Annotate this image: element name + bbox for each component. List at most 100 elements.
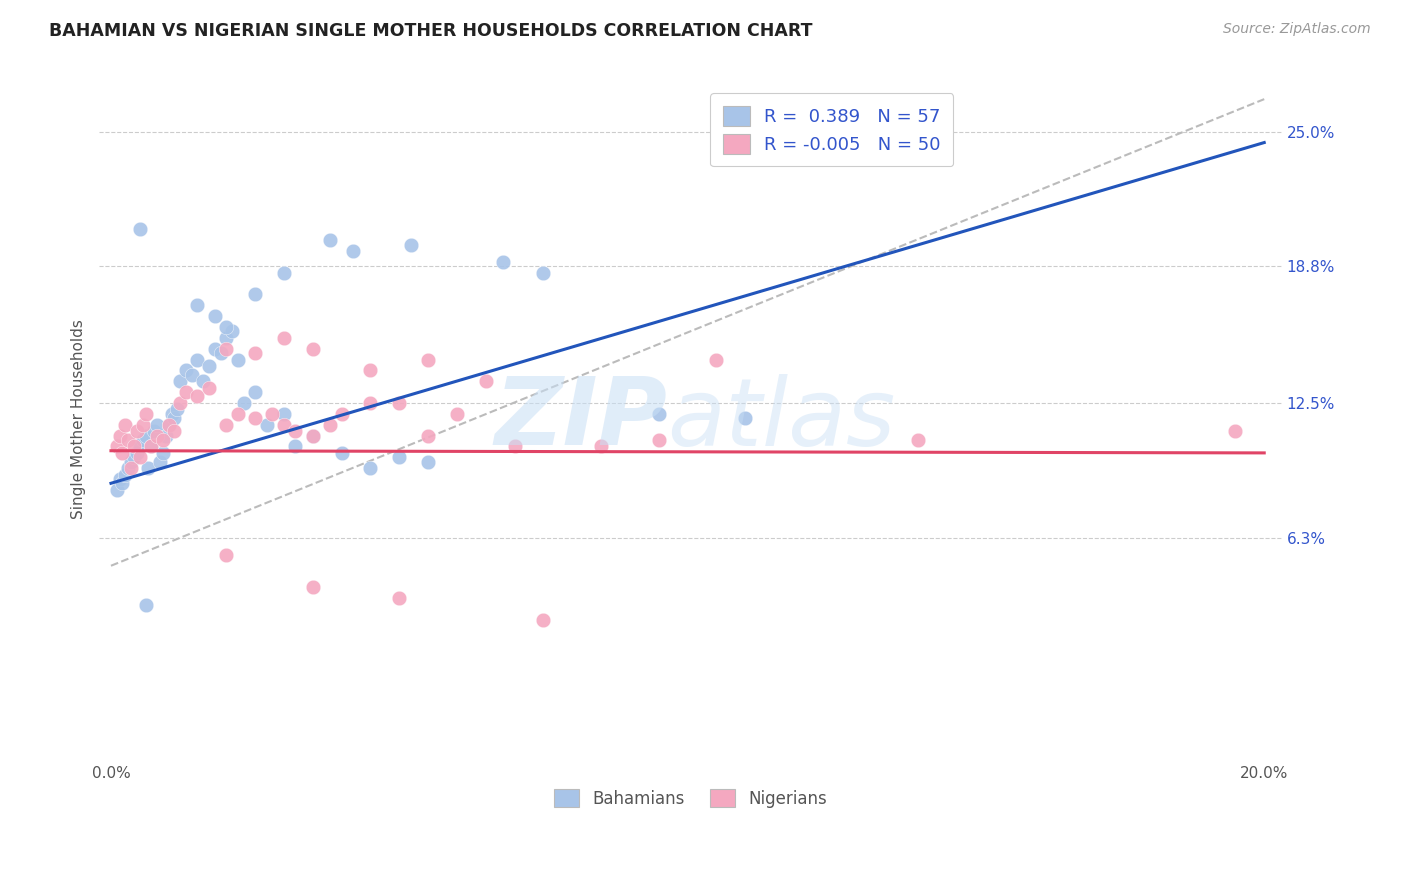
Point — [226, 352, 249, 367]
Point — [125, 446, 148, 460]
Point — [907, 433, 929, 447]
Point — [186, 389, 208, 403]
Point — [533, 266, 555, 280]
Text: Source: ZipAtlas.com: Source: ZipAtlas.com — [1223, 22, 1371, 37]
Point — [388, 396, 411, 410]
Point — [503, 439, 526, 453]
Point — [131, 433, 153, 447]
Point — [209, 346, 232, 360]
Point — [416, 454, 439, 468]
Point — [128, 439, 150, 453]
Point — [117, 461, 139, 475]
Point — [114, 467, 136, 482]
Point — [215, 331, 238, 345]
Text: BAHAMIAN VS NIGERIAN SINGLE MOTHER HOUSEHOLDS CORRELATION CHART: BAHAMIAN VS NIGERIAN SINGLE MOTHER HOUSE… — [49, 22, 813, 40]
Point — [155, 428, 177, 442]
Point — [105, 483, 128, 497]
Point — [186, 352, 208, 367]
Point — [157, 417, 180, 432]
Point — [273, 417, 295, 432]
Point — [215, 417, 238, 432]
Point — [174, 363, 197, 377]
Point — [648, 433, 671, 447]
Point — [243, 385, 266, 400]
Point — [186, 298, 208, 312]
Point — [262, 407, 284, 421]
Point — [319, 417, 342, 432]
Point — [120, 461, 142, 475]
Point — [706, 352, 728, 367]
Point — [163, 411, 186, 425]
Point — [108, 428, 131, 442]
Point — [591, 439, 613, 453]
Point — [138, 461, 160, 475]
Point — [359, 363, 381, 377]
Point — [648, 407, 671, 421]
Point — [105, 439, 128, 453]
Point — [388, 591, 411, 606]
Point — [301, 428, 323, 442]
Point — [131, 417, 153, 432]
Legend: Bahamians, Nigerians: Bahamians, Nigerians — [547, 782, 834, 814]
Point — [169, 396, 191, 410]
Point — [117, 433, 139, 447]
Point — [157, 417, 180, 432]
Point — [204, 342, 226, 356]
Point — [141, 439, 163, 453]
Point — [198, 381, 221, 395]
Point — [128, 450, 150, 465]
Point — [163, 424, 186, 438]
Point — [111, 446, 134, 460]
Point — [232, 396, 254, 410]
Point — [243, 411, 266, 425]
Point — [221, 324, 243, 338]
Point — [330, 407, 353, 421]
Point — [152, 446, 174, 460]
Point — [152, 433, 174, 447]
Point — [243, 346, 266, 360]
Point — [111, 476, 134, 491]
Point — [273, 331, 295, 345]
Point — [125, 424, 148, 438]
Point — [359, 461, 381, 475]
Point — [174, 385, 197, 400]
Point — [114, 417, 136, 432]
Point — [215, 320, 238, 334]
Point — [446, 407, 468, 421]
Point — [135, 407, 157, 421]
Text: atlas: atlas — [666, 374, 896, 465]
Point — [149, 454, 172, 468]
Point — [193, 374, 215, 388]
Point — [301, 342, 323, 356]
Point — [243, 287, 266, 301]
Point — [284, 424, 307, 438]
Point — [342, 244, 364, 258]
Point — [226, 407, 249, 421]
Point — [319, 233, 342, 247]
Point — [204, 309, 226, 323]
Point — [1225, 424, 1247, 438]
Point — [215, 342, 238, 356]
Point — [122, 439, 145, 453]
Point — [198, 359, 221, 373]
Point — [215, 548, 238, 562]
Point — [301, 428, 323, 442]
Point — [273, 266, 295, 280]
Point — [122, 450, 145, 465]
Point — [416, 352, 439, 367]
Point — [475, 374, 498, 388]
Point — [416, 428, 439, 442]
Point — [301, 581, 323, 595]
Point — [141, 439, 163, 453]
Point — [128, 222, 150, 236]
Point — [120, 454, 142, 468]
Point — [399, 237, 422, 252]
Point — [734, 411, 756, 425]
Point — [388, 450, 411, 465]
Point — [330, 446, 353, 460]
Point — [146, 428, 169, 442]
Point — [166, 402, 188, 417]
Point — [256, 417, 278, 432]
Point — [180, 368, 202, 382]
Text: ZIP: ZIP — [494, 373, 666, 466]
